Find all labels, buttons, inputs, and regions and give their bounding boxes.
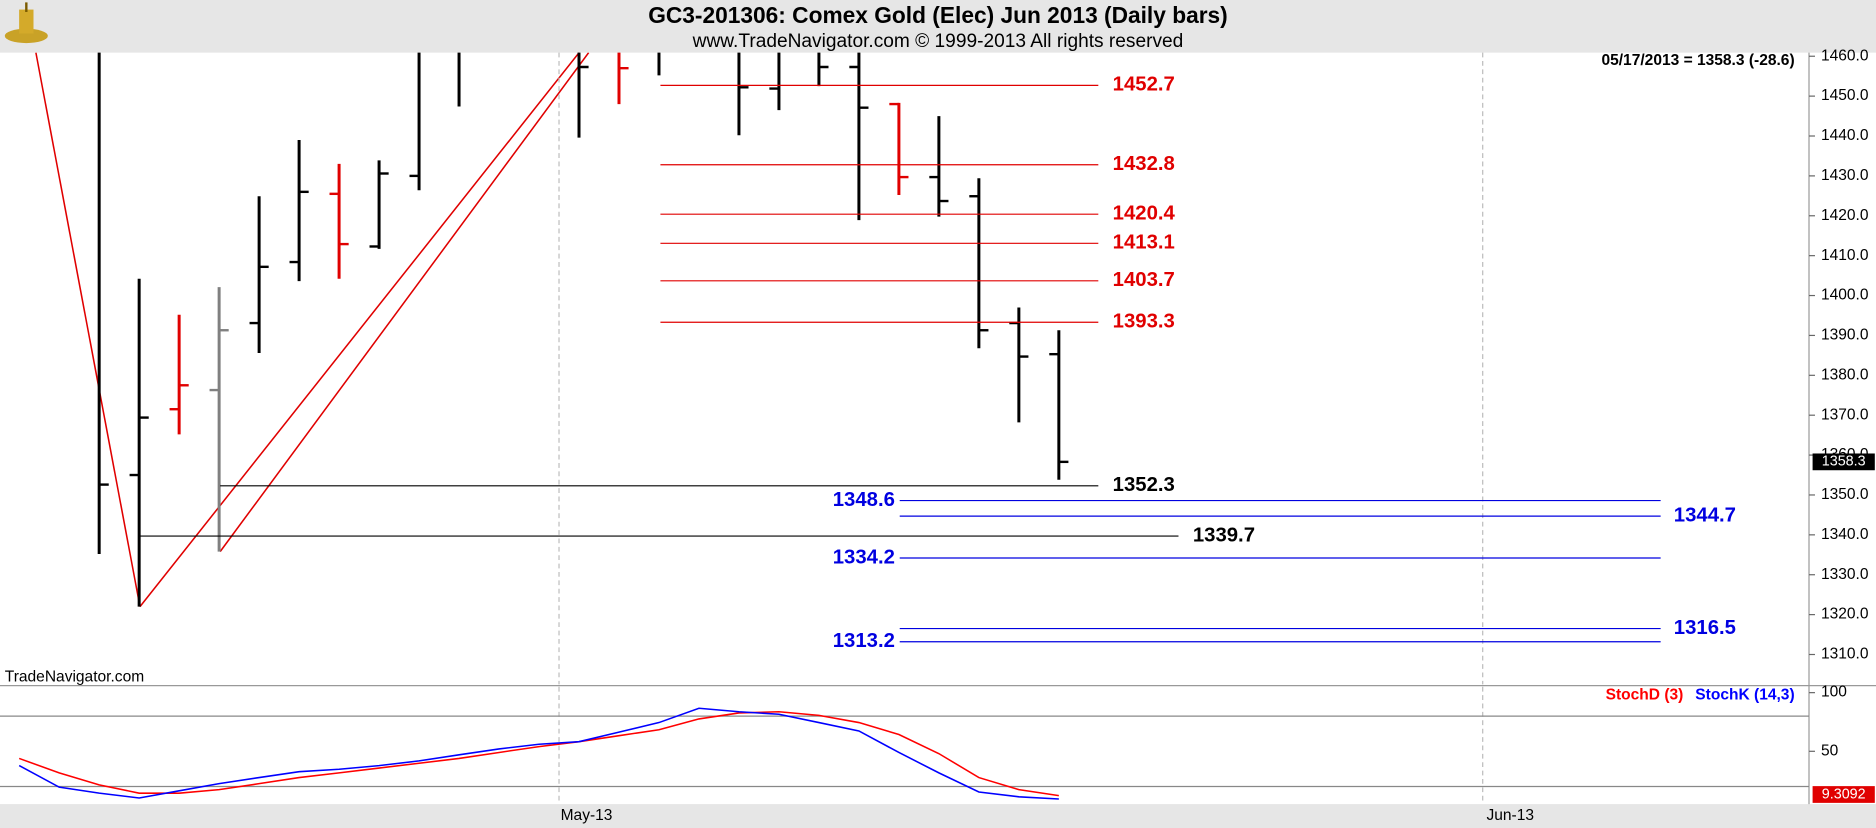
y-tick-label: 1450.0: [1821, 87, 1869, 104]
y-tick-label: 1390.0: [1821, 327, 1869, 344]
date-axis-bar: [0, 804, 1876, 828]
y-tick-label: 50: [1821, 742, 1839, 759]
value-tag-label: 9.3092: [1822, 786, 1866, 802]
chart-title: GC3-201306: Comex Gold (Elec) Jun 2013 (…: [648, 2, 1228, 28]
y-tick-label: 1440.0: [1821, 127, 1869, 144]
level-label: 1334.2: [833, 546, 895, 568]
price-tag: [1812, 453, 1875, 471]
level-label: 1420.4: [1113, 203, 1176, 225]
y-tick-label: 1410.0: [1821, 247, 1869, 264]
price-bars: [97, 52, 1069, 607]
y-tick-label: 1330.0: [1821, 566, 1869, 583]
x-tick-label: Jun-13: [1486, 807, 1534, 824]
stoch-line: [18, 707, 1059, 800]
legend-entry: StochK (14,3): [1695, 686, 1794, 703]
level-label: 1344.7: [1674, 504, 1736, 526]
legend-entry: StochD (3): [1606, 686, 1684, 703]
x-tick-label: May-13: [561, 807, 613, 824]
level-label: 1316.5: [1674, 617, 1736, 639]
price-tag-label: 1358.3: [1822, 454, 1866, 470]
y-tick-label: 1350.0: [1821, 486, 1869, 503]
y-tick-label: 1420.0: [1821, 207, 1869, 224]
y-tick-label: 1370.0: [1821, 406, 1869, 423]
y-tick-label: 1340.0: [1821, 526, 1869, 543]
y-tick-label: 1380.0: [1821, 366, 1869, 383]
y-tick-label: 1320.0: [1821, 606, 1869, 623]
logo: [4, 2, 48, 44]
level-label: 1348.6: [833, 489, 895, 511]
level-label: 1339.7: [1193, 524, 1255, 546]
level-label: 1313.2: [833, 630, 895, 652]
level-label: 1432.8: [1113, 153, 1175, 175]
y-tick-label: 100: [1821, 684, 1847, 701]
level-label: 1393.3: [1113, 311, 1175, 333]
y-tick-label: 1460.0: [1821, 47, 1869, 64]
chart-subtitle: www.TradeNavigator.com © 1999-2013 All r…: [692, 31, 1184, 52]
level-label: 1403.7: [1113, 269, 1175, 291]
level-label: 1452.7: [1113, 74, 1175, 96]
level-label: 1352.3: [1113, 474, 1175, 496]
trend-lines: [35, 52, 590, 608]
y-tick-label: 1310.0: [1821, 646, 1869, 663]
level-label: 1413.1: [1113, 232, 1175, 254]
y-tick-label: 1400.0: [1821, 287, 1869, 304]
price-info: 05/17/2013 = 1358.3 (-28.6): [1601, 52, 1794, 69]
stoch-line: [18, 710, 1059, 797]
header-bar: [0, 0, 1876, 53]
value-tag: [1812, 786, 1875, 803]
y-tick-label: 1430.0: [1821, 167, 1869, 184]
watermark: TradeNavigator.com: [5, 668, 144, 685]
